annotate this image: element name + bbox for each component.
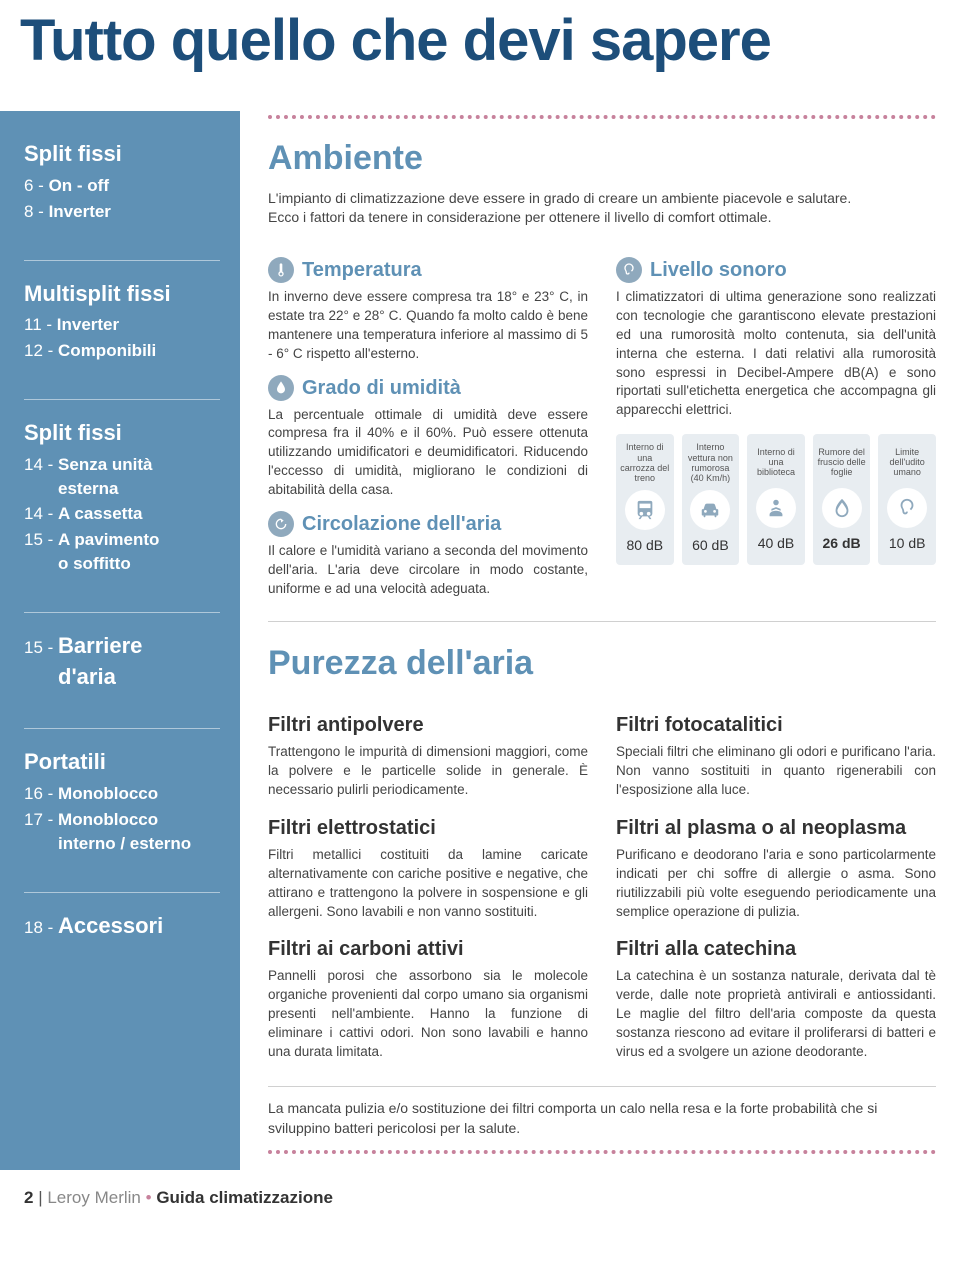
sound-card-db: 80 dB [627, 536, 664, 556]
leaf-icon [822, 488, 862, 528]
circulation-icon [268, 511, 294, 537]
sound-card: Interno vettura non rumorosa (40 Km/h) 60… [682, 434, 740, 565]
page-title: Tutto quello che devi sapere [0, 0, 960, 111]
train-icon [625, 490, 665, 530]
circolazione-text: Il calore e l'umidità variano a seconda … [268, 542, 588, 599]
sidebar-item: 12 - Componibili [24, 339, 220, 363]
sidebar-group-portatili: Portatili 16 - Monoblocco 17 - Monoblocc… [24, 747, 220, 855]
sound-card: Rumore del fruscio delle foglie 26 dB [813, 434, 871, 565]
sidebar-group-split-fissi-2: Split fissi 14 - Senza unitàesterna 14 -… [24, 418, 220, 576]
sidebar-divider [24, 892, 220, 893]
thermometer-icon [268, 257, 294, 283]
dotted-divider [268, 1150, 936, 1154]
filter-heading: Filtri antipolvere [268, 711, 588, 739]
sidebar-heading: Multisplit fissi [24, 279, 220, 310]
dotted-divider [268, 115, 936, 119]
page-footer: 2 | Leroy Merlin • Guida climatizzazione [0, 1170, 960, 1220]
sound-level-cards: Interno di una carrozza del treno80 dBIn… [616, 434, 936, 565]
section-title-purezza: Purezza dell'aria [268, 640, 936, 688]
sidebar-item: 8 - Inverter [24, 200, 220, 224]
reader-icon [756, 488, 796, 528]
sonoro-text: I climatizzatori di ultima generazione s… [616, 288, 936, 420]
filter-text: Trattengono le impurità di dimensioni ma… [268, 743, 588, 800]
sound-card-label: Interno vettura non rumorosa (40 Km/h) [686, 442, 736, 483]
sound-card-label: Interno di una carrozza del treno [620, 442, 670, 483]
temperatura-text: In inverno deve essere compresa tra 18° … [268, 288, 588, 364]
sidebar-heading: Portatili [24, 747, 220, 778]
car-icon [690, 490, 730, 530]
heading-temperatura: Temperatura [268, 256, 588, 284]
sound-card: Limite dell'udito umano 10 dB [878, 434, 936, 565]
sound-card-db: 60 dB [692, 536, 729, 556]
droplet-icon [268, 375, 294, 401]
sound-card-label: Limite dell'udito umano [882, 442, 932, 482]
sound-card-db: 40 dB [758, 534, 795, 554]
sidebar-divider [24, 728, 220, 729]
sidebar-divider [24, 260, 220, 261]
filter-text: Speciali filtri che eliminano gli odori … [616, 743, 936, 800]
sidebar: Split fissi 6 - On - off 8 - Inverter Mu… [0, 111, 240, 1170]
ear-icon [616, 257, 642, 283]
sidebar-item: 15 - A pavimentoo soffitto [24, 528, 220, 576]
umidita-text: La percentuale ottimale di umidità deve … [268, 406, 588, 500]
sidebar-group-barriere: 15 - Barriered'aria [24, 631, 220, 693]
sidebar-divider [24, 612, 220, 613]
sound-card-label: Interno di una biblioteca [751, 442, 801, 482]
sidebar-item: 14 - A cassetta [24, 502, 220, 526]
filter-heading: Filtri fotocatalitici [616, 711, 936, 739]
ambiente-lead: L'impianto di climatizzazione deve esser… [268, 189, 936, 228]
ear-icon [887, 488, 927, 528]
sidebar-heading: Split fissi [24, 139, 220, 170]
filter-plasma: Filtri al plasma o al neoplasma Purifica… [616, 814, 936, 922]
sidebar-item: 16 - Monoblocco [24, 782, 220, 806]
filter-antipolvere: Filtri antipolvere Trattengono le impuri… [268, 711, 588, 800]
filter-carboni: Filtri ai carboni attivi Pannelli porosi… [268, 935, 588, 1061]
sidebar-item: 6 - On - off [24, 174, 220, 198]
thin-divider [268, 621, 936, 622]
section-title-ambiente: Ambiente [268, 135, 936, 183]
filter-elettrostatici: Filtri elettrostatici Filtri metallici c… [268, 814, 588, 922]
page-number: 2 [24, 1188, 33, 1207]
filter-heading: Filtri al plasma o al neoplasma [616, 814, 936, 842]
filter-warning-note: La mancata pulizia e/o sostituzione dei … [268, 1086, 936, 1138]
sound-card: Interno di una carrozza del treno 80 dB [616, 434, 674, 565]
footer-guide: Guida climatizzazione [156, 1188, 333, 1207]
footer-brand: Leroy Merlin [47, 1188, 141, 1207]
filter-heading: Filtri alla catechina [616, 935, 936, 963]
filter-text: Purificano e deodorano l'aria e sono par… [616, 846, 936, 922]
sound-card-db: 26 dB [823, 534, 861, 554]
sidebar-heading: Split fissi [24, 418, 220, 449]
sidebar-group-accessori: 18 - Accessori [24, 911, 220, 942]
sidebar-item: 15 - Barriered'aria [24, 631, 220, 693]
filter-text: La catechina è un sostanza naturale, der… [616, 967, 936, 1061]
sound-card-label: Rumore del fruscio delle foglie [817, 442, 867, 482]
sidebar-group-multisplit: Multisplit fissi 11 - Inverter 12 - Comp… [24, 279, 220, 363]
sidebar-item: 11 - Inverter [24, 313, 220, 337]
sidebar-divider [24, 399, 220, 400]
heading-umidita: Grado di umidità [268, 374, 588, 402]
filter-text: Filtri metallici costituiti da lamine ca… [268, 846, 588, 922]
sidebar-item: 18 - Accessori [24, 911, 220, 942]
filter-fotocatalitici: Filtri fotocatalitici Speciali filtri ch… [616, 711, 936, 800]
sound-card-db: 10 dB [889, 534, 926, 554]
filter-heading: Filtri ai carboni attivi [268, 935, 588, 963]
sidebar-item: 17 - Monobloccointerno / esterno [24, 808, 220, 856]
sound-card: Interno di una biblioteca 40 dB [747, 434, 805, 565]
heading-sonoro: Livello sonoro [616, 256, 936, 284]
main-content: Ambiente L'impianto di climatizzazione d… [240, 111, 960, 1170]
heading-circolazione: Circolazione dell'aria [268, 510, 588, 538]
sidebar-item: 14 - Senza unitàesterna [24, 453, 220, 501]
filter-heading: Filtri elettrostatici [268, 814, 588, 842]
sidebar-group-split-fissi-1: Split fissi 6 - On - off 8 - Inverter [24, 139, 220, 223]
filter-text: Pannelli porosi che assorbono sia le mol… [268, 967, 588, 1061]
filter-catechina: Filtri alla catechina La catechina è un … [616, 935, 936, 1061]
